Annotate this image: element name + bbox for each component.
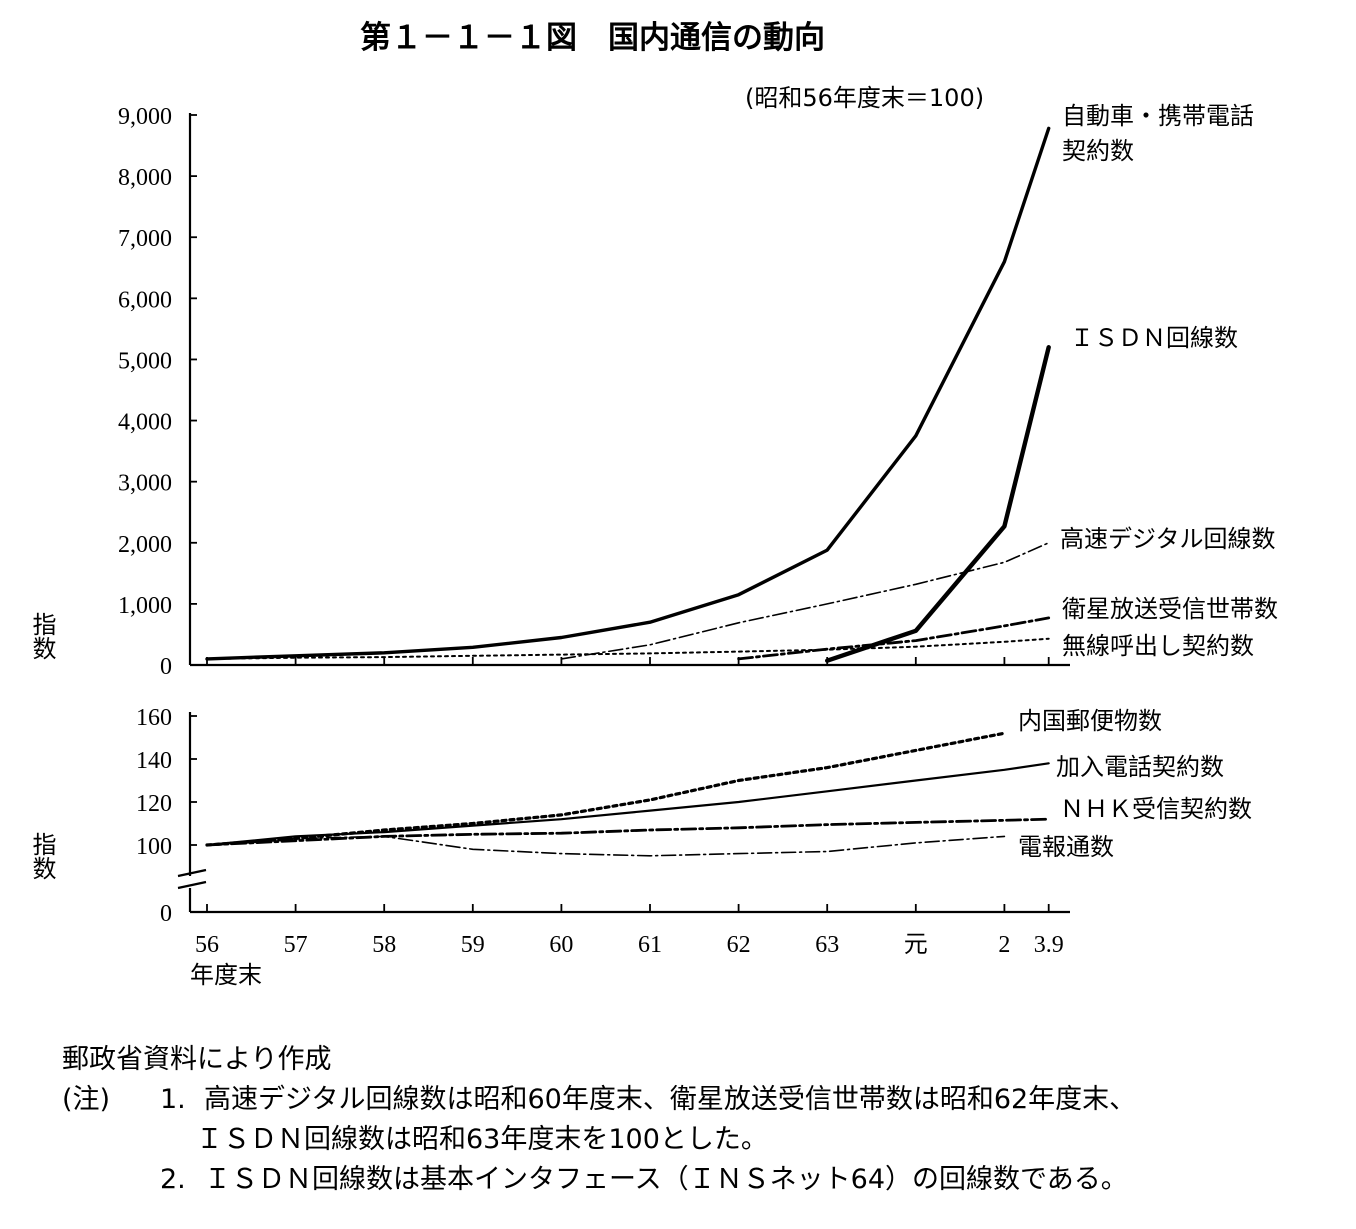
x-tick-label: 63 — [815, 932, 839, 958]
x-tick-label: 3.9 — [1034, 932, 1064, 958]
series-4-line — [206, 637, 1050, 660]
x-tick-label: 61 — [638, 932, 662, 958]
note-1-line-2: ＩＳＤＮ回線数は昭和63年度末を100とした。 — [196, 1124, 768, 1155]
series-2-label: 高速デジタル回線数 — [1060, 525, 1276, 553]
series-2-line — [205, 817, 1051, 847]
axis-break-mark — [177, 868, 207, 878]
note-2: 2. ＩＳＤＮ回線数は基本インタフェース（ＩＮＳネット64）の回線数である。 — [62, 1160, 1136, 1200]
top-y-tick-label: 2,000 — [118, 532, 172, 558]
x-tick-label: 2 — [998, 932, 1010, 958]
top-panel: 0 1,000 2,000 3,000 4,000 5,000 6,000 7,000 8,00… — [28, 102, 1278, 680]
x-tick-label: 62 — [727, 932, 751, 958]
x-tick-label: 元 — [904, 932, 928, 958]
top-y-tick-label: 0 — [160, 654, 172, 680]
series-0-line — [205, 126, 1051, 661]
series-0-line — [205, 731, 1007, 847]
note-2-number: 2. — [160, 1164, 186, 1195]
notes-block: 郵政省資料により作成 (注) 1. 高速デジタル回線数は昭和60年度末、衛星放送受信… — [62, 1040, 1136, 1200]
bottom-y-axis-label: 指数 — [28, 832, 56, 880]
bottom-y-zero-label: 0 — [160, 901, 172, 927]
bottom-y-tick-label: 100 — [136, 834, 172, 860]
bottom-y-tick-label: 120 — [136, 791, 172, 817]
bottom-y-tick-label: 160 — [136, 705, 172, 731]
x-tick-label: 59 — [461, 932, 485, 958]
x-axis: 56 57 58 59 60 61 62 63 元 2 3.9 年度末 — [190, 657, 1064, 989]
top-y-tick-label: 7,000 — [118, 226, 172, 252]
top-y-tick-label: 8,000 — [118, 165, 172, 191]
series-3-label: 衛星放送受信世帯数 — [1062, 595, 1278, 623]
top-y-tick-label: 3,000 — [118, 471, 172, 497]
series-3-line — [206, 835, 1006, 857]
series-1-label: 加入電話契約数 — [1056, 753, 1224, 781]
top-y-tick-label: 5,000 — [118, 348, 172, 374]
x-axis-unit-label: 年度末 — [190, 961, 262, 989]
series-2-label: ＮＨＫ受信契約数 — [1060, 795, 1252, 823]
chart-figure: 第１－１－１図 国内通信の動向 (昭和56年度末＝100) 0 1,000 2,00… — [28, 20, 1278, 989]
top-y-tick-label: 4,000 — [118, 410, 172, 436]
top-y-tick-label: 9,000 — [118, 104, 172, 130]
note-1-line-1: 高速デジタル回線数は昭和60年度末、衛星放送受信世帯数は昭和62年度末、 — [204, 1084, 1137, 1115]
series-3-line — [737, 616, 1051, 661]
bottom-y-tick-label: 140 — [136, 748, 172, 774]
note-1: (注) 1. 高速デジタル回線数は昭和60年度末、衛星放送受信世帯数は昭和62年度末… — [62, 1080, 1136, 1120]
chart-title: 第１－１－１図 国内通信の動向 — [360, 20, 825, 56]
series-0-label-line-2: 契約数 — [1062, 137, 1134, 165]
note-1-number: 1. — [160, 1084, 186, 1115]
x-tick-label: 56 — [195, 932, 219, 958]
top-y-tick-label: 6,000 — [118, 287, 172, 313]
series-4-label: 無線呼出し契約数 — [1062, 632, 1254, 660]
note-2-line-1: ＩＳＤＮ回線数は基本インタフェース（ＩＮＳネット64）の回線数である。 — [204, 1164, 1128, 1195]
unit-note: (昭和56年度末＝100) — [745, 84, 984, 112]
axis-break-mark — [177, 880, 207, 890]
series-3-label: 電報通数 — [1018, 833, 1114, 861]
x-tick-label: 60 — [549, 932, 573, 958]
top-y-axis-label: 指数 — [28, 612, 56, 660]
series-1-label: ＩＳＤＮ回線数 — [1070, 324, 1238, 352]
series-0-label: 内国郵便物数 — [1018, 707, 1162, 735]
top-y-tick-label: 1,000 — [118, 593, 172, 619]
series-2-line — [560, 541, 1050, 660]
note-1-cont: ＩＳＤＮ回線数は昭和63年度末を100とした。 — [62, 1120, 1136, 1160]
source-note: 郵政省資料により作成 — [62, 1044, 332, 1075]
series-0-label: 自動車・携帯電話 — [1062, 102, 1254, 130]
x-tick-label: 57 — [284, 932, 308, 958]
x-tick-label: 58 — [372, 932, 396, 958]
note-lead: (注) — [62, 1084, 111, 1115]
